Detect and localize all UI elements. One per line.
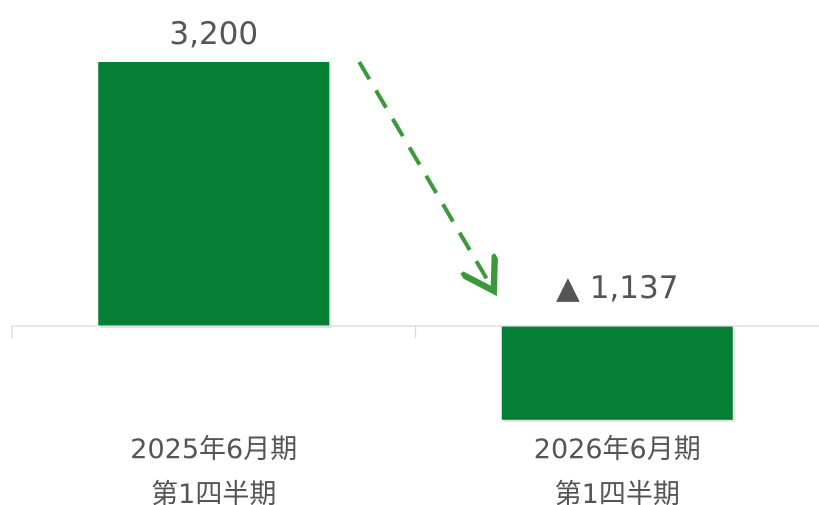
trend-arrow (357, 60, 490, 284)
data-label: 3,200 (169, 16, 258, 52)
axis-layer (11, 325, 819, 338)
bar (501, 326, 733, 420)
bars-layer (98, 62, 735, 422)
annotation-layer (357, 60, 490, 284)
data-label: ▲ 1,137 (556, 270, 678, 306)
x-tick-label: 第1四半期 (151, 479, 276, 505)
x-tick-label: 第1四半期 (555, 479, 680, 505)
x-tick-label: 2026年6月期 (534, 434, 701, 465)
bar (98, 62, 330, 326)
x-tick-label: 2025年6月期 (130, 434, 297, 465)
